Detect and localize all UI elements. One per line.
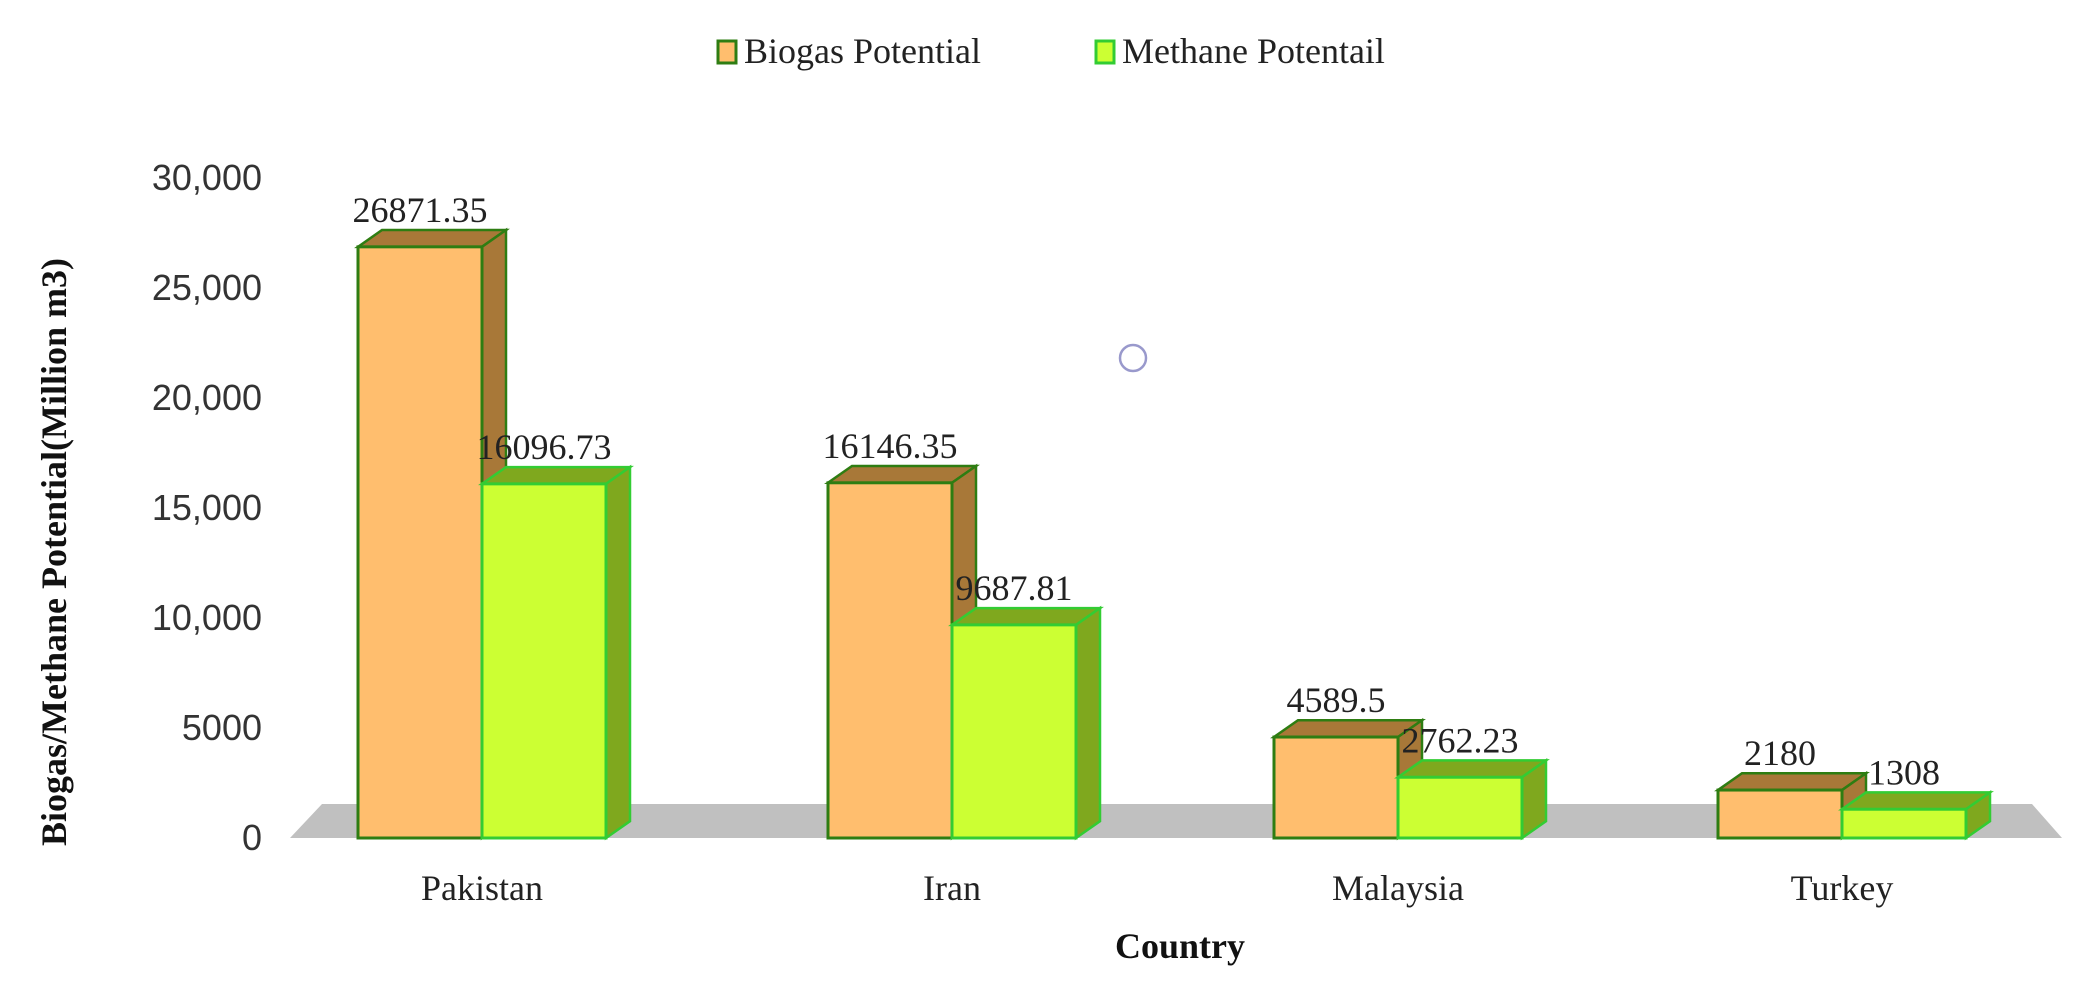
data-label-biogas-potential-iran: 16146.35 <box>823 426 958 466</box>
bar-front-face <box>950 623 1078 840</box>
data-label-methane-potentail-turkey: 1308 <box>1868 752 1940 792</box>
y-tick-label: 20,000 <box>152 377 262 418</box>
legend-label: Biogas Potential <box>744 31 981 71</box>
y-tick-label: 10,000 <box>152 597 262 638</box>
data-label-methane-potentail-iran: 9687.81 <box>956 568 1073 608</box>
data-label-methane-potentail-pakistan: 16096.73 <box>477 427 612 467</box>
y-tick-label: 15,000 <box>152 487 262 528</box>
bar-front-face <box>1272 735 1400 840</box>
bars <box>354 227 1994 841</box>
bar-front-face <box>356 245 484 840</box>
bar-side-face <box>604 464 632 841</box>
data-labels: 26871.35 16096.73 16146.35 9687.81 4589.5 276… <box>353 190 1941 792</box>
y-tick-label: 25,000 <box>152 267 262 308</box>
y-tick-label: 0 <box>242 817 262 858</box>
bar-side-face <box>1074 605 1102 841</box>
legend-item-biogas-potential: Biogas Potential <box>716 31 981 71</box>
bar-biogas-potential-turkey <box>1714 770 1870 841</box>
legend-swatch <box>716 39 738 65</box>
floor-plane <box>290 804 2062 838</box>
y-tick-label: 5000 <box>182 707 262 748</box>
legend-label: Methane Potentail <box>1122 31 1385 71</box>
y-axis-title: Biogas/Methane Potential(Million m3) <box>34 258 74 846</box>
legend: Biogas Potential Methane Potentail <box>716 31 1385 71</box>
x-tick-label-pakistan: Pakistan <box>421 868 543 908</box>
bar-methane-potentail-turkey <box>1838 790 1994 841</box>
bar-methane-potentail-malaysia <box>1394 758 1550 841</box>
chart-floor <box>290 804 2062 838</box>
bar-front-face <box>1840 807 1968 840</box>
cursor-marker-icon <box>1118 343 1148 373</box>
bar-methane-potentail-iran <box>948 605 1104 841</box>
bar-front-face <box>480 482 608 840</box>
bar-biogas-potential-malaysia <box>1270 717 1426 841</box>
bar-front-face <box>1716 788 1844 840</box>
y-tick-label: 30,000 <box>152 157 262 198</box>
data-label-methane-potentail-malaysia: 2762.23 <box>1402 720 1519 760</box>
legend-item-methane-potentail: Methane Potentail <box>1094 31 1385 71</box>
bar-front-face <box>826 481 954 840</box>
bar-methane-potentail-pakistan <box>478 464 634 841</box>
data-label-biogas-potential-turkey: 2180 <box>1744 733 1816 773</box>
bar-front-face <box>1396 775 1524 840</box>
x-axis-title: Country <box>1115 926 1245 966</box>
x-tick-label-malaysia: Malaysia <box>1332 868 1464 908</box>
bar-biogas-potential-iran <box>824 463 980 841</box>
legend-swatch <box>1094 39 1116 65</box>
y-axis: 0 5000 10,000 15,000 20,000 25,000 30,000 <box>152 157 262 858</box>
x-tick-label-turkey: Turkey <box>1791 868 1894 908</box>
data-label-biogas-potential-malaysia: 4589.5 <box>1287 680 1386 720</box>
x-tick-label-iran: Iran <box>923 868 981 908</box>
data-label-biogas-potential-pakistan: 26871.35 <box>353 190 488 230</box>
x-axis: Pakistan Iran Malaysia Turkey <box>421 868 1893 908</box>
